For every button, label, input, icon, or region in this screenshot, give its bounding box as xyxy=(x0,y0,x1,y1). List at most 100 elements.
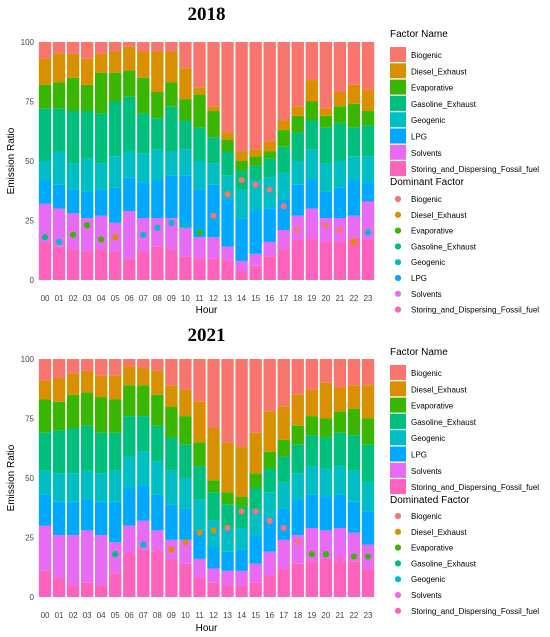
bar-Geogenic-21 xyxy=(333,161,347,188)
bar-Storing_and_Dispersing_Fossil_fuel-18 xyxy=(291,239,304,280)
bar-Diesel_Exhaust-10 xyxy=(179,389,192,417)
legend-swatch xyxy=(390,397,406,413)
legend-item: Biogenic xyxy=(411,51,442,60)
bar-Gasoline_Exhaust-14 xyxy=(235,506,248,528)
bar-Biogenic-02 xyxy=(66,42,80,54)
bar-Storing_and_Dispersing_Fossil_fuel-19 xyxy=(305,237,318,280)
bar-Diesel_Exhaust-02 xyxy=(66,53,80,78)
bar-Biogenic-20 xyxy=(319,359,333,383)
bar-LPG-08 xyxy=(151,494,164,531)
bar-Solvents-00 xyxy=(38,525,52,571)
bar-Geogenic-20 xyxy=(319,468,333,498)
bar-LPG-00 xyxy=(38,180,52,204)
bars xyxy=(38,42,375,280)
bar-LPG-05 xyxy=(109,501,122,543)
bar-Evaporative-19 xyxy=(305,101,318,121)
bar-Biogenic-00 xyxy=(38,42,52,59)
dominant-point-12 xyxy=(210,527,217,534)
x-tick-label: 10 xyxy=(181,294,190,303)
bar-Diesel_Exhaust-01 xyxy=(52,53,66,83)
dominant-point-01 xyxy=(55,551,63,558)
bar-Gasoline_Exhaust-22 xyxy=(347,127,361,157)
bar-Storing_and_Dispersing_Fossil_fuel-23 xyxy=(361,568,375,597)
bar-Storing_and_Dispersing_Fossil_fuel-13 xyxy=(221,260,234,280)
x-tick-label: 14 xyxy=(237,294,246,303)
x-tick-label: 00 xyxy=(41,611,50,620)
bar-Storing_and_Dispersing_Fossil_fuel-12 xyxy=(207,258,220,280)
legend-point xyxy=(394,528,402,535)
bar-Gasoline_Exhaust-02 xyxy=(66,111,80,164)
bar-Gasoline_Exhaust-04 xyxy=(95,432,108,474)
bar-Geogenic-02 xyxy=(66,473,80,502)
bar-LPG-19 xyxy=(305,494,318,528)
bar-Storing_and_Dispersing_Fossil_fuel-06 xyxy=(123,258,136,280)
legend-item: Solvents xyxy=(411,467,442,476)
legend-swatch xyxy=(390,365,406,380)
bar-Storing_and_Dispersing_Fossil_fuel-23 xyxy=(361,239,375,280)
legend-title: Dominated Factor xyxy=(390,495,470,506)
bar-Geogenic-21 xyxy=(333,466,347,495)
x-tick-label: 08 xyxy=(153,611,162,620)
bar-Geogenic-01 xyxy=(52,151,66,185)
dominant-point-00 xyxy=(41,548,49,555)
bar-Biogenic-07 xyxy=(137,42,150,52)
bar-Biogenic-01 xyxy=(52,42,66,54)
bar-Diesel_Exhaust-00 xyxy=(38,58,52,85)
bar-Geogenic-12 xyxy=(207,520,220,548)
bar-Biogenic-21 xyxy=(333,359,347,388)
bar-Solvents-19 xyxy=(305,208,318,238)
bar-Solvents-12 xyxy=(207,237,220,259)
bar-Evaporative-00 xyxy=(38,84,52,109)
bar-Storing_and_Dispersing_Fossil_fuel-17 xyxy=(277,568,290,597)
dominant-point-07 xyxy=(140,541,147,548)
bar-Geogenic-16 xyxy=(263,177,276,209)
bar-Evaporative-10 xyxy=(179,99,192,121)
bar-Diesel_Exhaust-04 xyxy=(95,375,108,398)
bar-LPG-19 xyxy=(305,180,318,209)
x-tick-label: 09 xyxy=(167,294,176,303)
bar-Biogenic-18 xyxy=(291,42,304,107)
bar-Solvents-20 xyxy=(319,218,333,242)
bar-Biogenic-07 xyxy=(137,359,150,369)
legend-item: Gasoline_Exhaust xyxy=(411,242,477,251)
x-tick-label: 05 xyxy=(111,294,120,303)
bar-Gasoline_Exhaust-19 xyxy=(305,120,318,150)
legend-item: Diesel_Exhaust xyxy=(411,67,467,76)
bar-Evaporative-08 xyxy=(151,394,164,426)
x-tick-label: 03 xyxy=(83,294,92,303)
bar-Diesel_Exhaust-17 xyxy=(277,406,290,440)
dominant-point-14 xyxy=(238,176,245,184)
legend-swatch xyxy=(390,413,406,429)
bar-Evaporative-18 xyxy=(291,115,304,133)
dominant-point-19 xyxy=(308,234,315,241)
bar-Geogenic-14 xyxy=(235,527,248,550)
chart-title: 2021 xyxy=(188,325,226,346)
legend-point xyxy=(394,591,402,599)
bar-Solvents-01 xyxy=(52,208,66,247)
bar-Geogenic-09 xyxy=(165,151,178,176)
bar-Storing_and_Dispersing_Fossil_fuel-00 xyxy=(38,570,52,597)
legend-item: Storing_and_Dispersing_Fossil_fuel xyxy=(411,607,539,616)
bar-Storing_and_Dispersing_Fossil_fuel-20 xyxy=(319,558,333,597)
bar-Biogenic-23 xyxy=(361,359,375,386)
bar-LPG-23 xyxy=(361,182,375,202)
bar-LPG-06 xyxy=(123,487,136,526)
bar-Biogenic-22 xyxy=(347,359,361,386)
legend-point xyxy=(394,259,402,266)
bar-Solvents-08 xyxy=(151,218,164,247)
bar-Gasoline_Exhaust-12 xyxy=(207,492,220,521)
bar-Storing_and_Dispersing_Fossil_fuel-11 xyxy=(193,258,206,280)
bar-Solvents-11 xyxy=(193,237,206,259)
legend-item: Evaporative xyxy=(411,227,454,236)
bar-Geogenic-00 xyxy=(38,161,52,181)
x-tick-label: 19 xyxy=(307,611,316,620)
bar-Gasoline_Exhaust-06 xyxy=(123,96,136,152)
bar-LPG-17 xyxy=(277,199,290,231)
bar-Biogenic-18 xyxy=(291,359,304,395)
bar-Evaporative-13 xyxy=(221,139,234,152)
bar-Biogenic-12 xyxy=(207,359,220,429)
y-tick-label: 75 xyxy=(25,415,34,424)
bar-Evaporative-12 xyxy=(207,480,220,493)
